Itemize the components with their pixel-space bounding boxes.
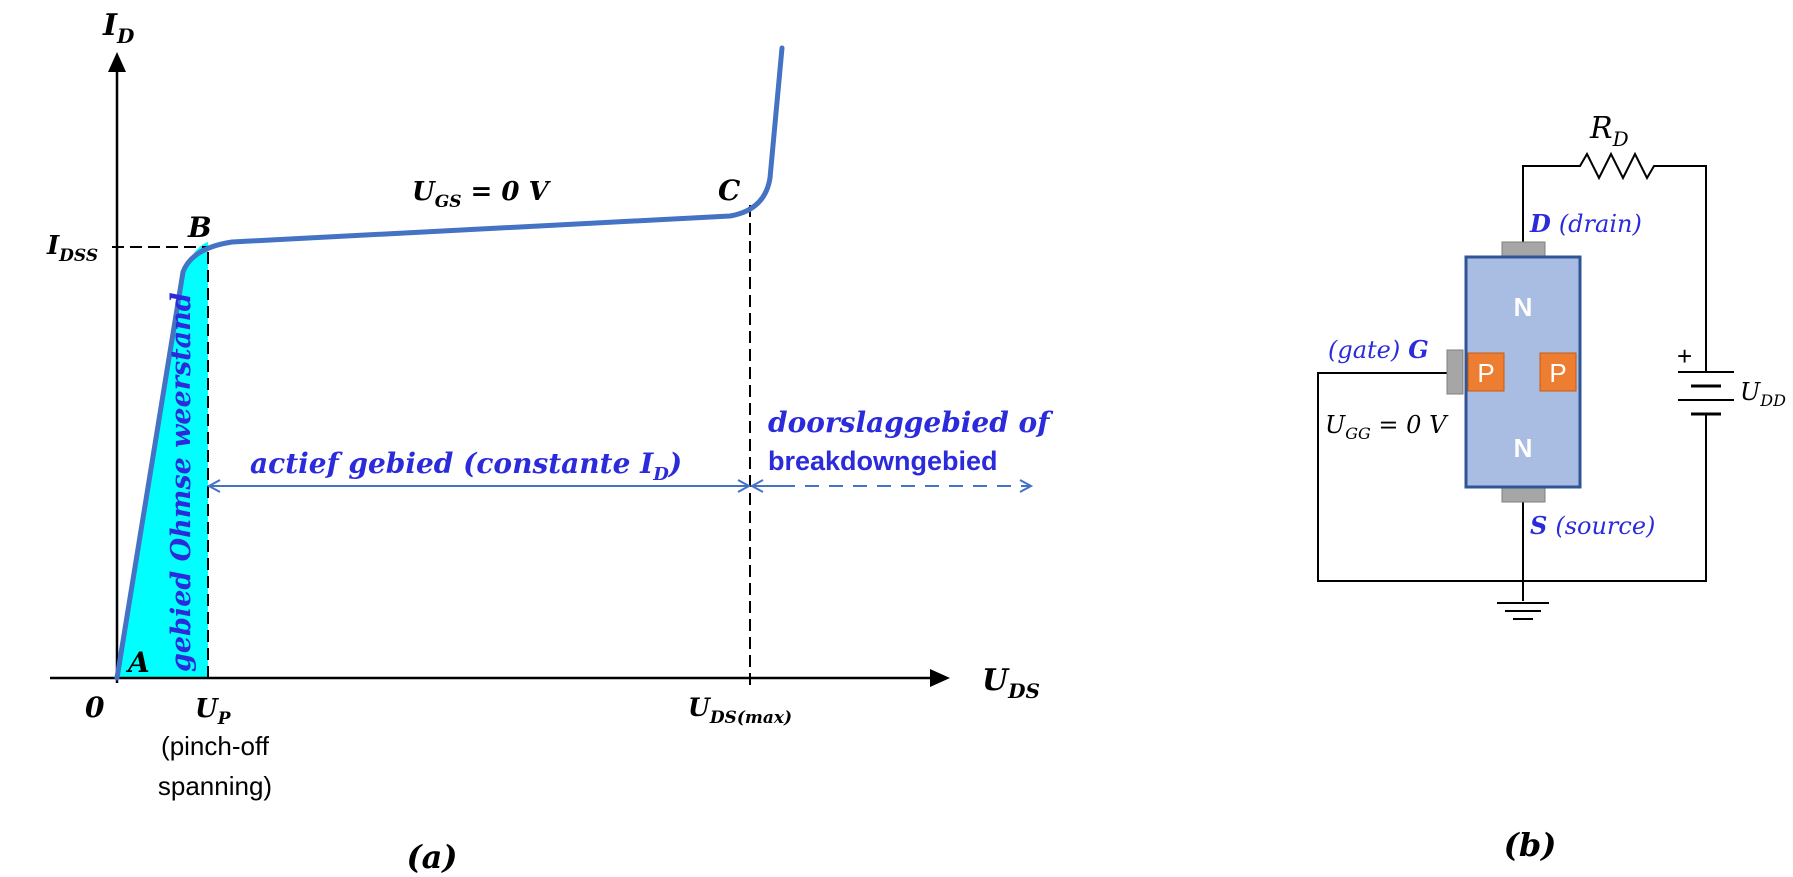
active-arrow-left-head — [206, 479, 221, 493]
origin-label: 0 — [85, 691, 105, 724]
p-left-label: P — [1477, 358, 1494, 388]
id-curve — [114, 45, 785, 681]
ugg-label: UGG = 0 V — [1325, 411, 1449, 443]
source-contact — [1501, 486, 1546, 503]
ohmic-region-fill — [117, 242, 208, 678]
up-label: UP — [195, 694, 232, 729]
caption-b: (b) — [1504, 826, 1557, 864]
characteristic-graph: ID UDS 0 IDSS A B C UGS = 0 V UP (pinch-… — [46, 8, 1054, 876]
caption-a: (a) — [406, 838, 457, 876]
ugs-label: UGS = 0 V — [412, 177, 552, 212]
idss-label: IDSS — [46, 231, 98, 266]
wire-rd-to-battery — [1705, 165, 1707, 372]
breakdown-label-line2: breakdowngebied — [768, 446, 998, 476]
jfet-circuit: N N P P RD D (drain) S (source) (gate) G UG… — [1317, 111, 1786, 864]
drain-contact — [1501, 241, 1546, 258]
n-bottom-label: N — [1514, 433, 1533, 463]
drain-label: D (drain) — [1529, 209, 1642, 238]
p-right-label: P — [1549, 358, 1566, 388]
active-arrow-right-head — [737, 479, 752, 493]
battery-udd — [1678, 371, 1734, 416]
pinch-off-line1: (pinch-off — [161, 731, 270, 761]
breakdown-label-line1: doorslaggebied of — [768, 406, 1054, 439]
breakdown-arrow-right-head — [1019, 479, 1034, 493]
rd-label: RD — [1589, 111, 1629, 151]
active-region-label: actief gebied (constante ID) — [250, 447, 682, 485]
x-axis-label: UDS — [982, 663, 1040, 703]
source-label: S (source) — [1530, 511, 1655, 540]
gate-contact — [1446, 349, 1464, 395]
wire-battery-to-ground — [1317, 372, 1707, 582]
breakdown-arrow-left-head — [749, 479, 764, 493]
n-top-label: N — [1514, 292, 1533, 322]
p-region-right — [1539, 352, 1577, 392]
y-axis-arrowhead — [108, 52, 126, 72]
ohmic-region-label: gebied Ohmse weerstand — [166, 292, 197, 672]
ground-symbol — [1497, 602, 1549, 620]
udd-label: UDD — [1740, 378, 1786, 410]
wire-drain-to-rd — [1522, 165, 1555, 248]
point-c-label: C — [718, 174, 741, 207]
resistor-rd — [1555, 151, 1705, 181]
pinch-off-line2: spanning) — [158, 771, 272, 801]
battery-plus-label: + — [1677, 341, 1692, 371]
x-axis-arrowhead — [930, 669, 950, 687]
p-region-left — [1467, 352, 1505, 392]
y-axis-label: ID — [102, 8, 135, 48]
point-a-label: A — [125, 646, 150, 679]
point-b-label: B — [187, 211, 212, 244]
gate-label: (gate) G — [1328, 335, 1429, 364]
udsmax-label: UDS(max) — [688, 693, 792, 728]
